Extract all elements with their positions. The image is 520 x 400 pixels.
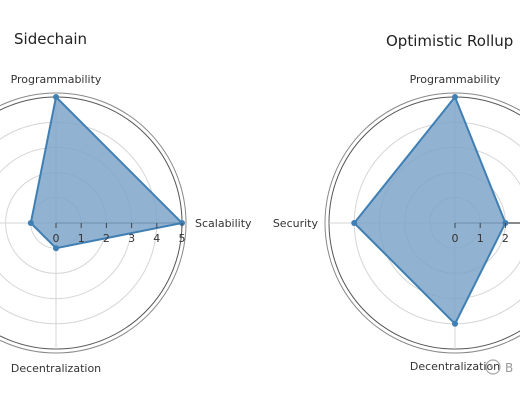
axis-label-decentralization: Decentralization — [410, 360, 500, 373]
watermark-text: B — [505, 361, 513, 375]
radial-tick-label: 4 — [153, 232, 160, 245]
data-point-programmability — [53, 94, 59, 100]
radial-tick-label: 1 — [477, 232, 484, 245]
radar-polygon-layer — [351, 94, 509, 327]
radial-tick-label: 1 — [78, 232, 85, 245]
radial-tick-label: 0 — [53, 232, 60, 245]
chart-title: Sidechain — [14, 30, 87, 48]
radial-tick-label: 2 — [103, 232, 110, 245]
radial-tick-label: 2 — [502, 232, 509, 245]
radar-chart-optimistic-rollup: Optimistic Rollup 0 1 2 Programmability Se… — [273, 32, 520, 373]
watermark-icon — [485, 359, 501, 375]
radar-chart-sidechain: Sidechain 0 1 2 3 4 5 Programmability Scalabi… — [0, 30, 252, 375]
series-polygon — [352, 95, 507, 326]
chart-title: Optimistic Rollup — [386, 32, 513, 50]
data-point-decentralization — [452, 320, 458, 327]
axis-label-security: Security — [273, 217, 319, 230]
watermark-icon-dot — [489, 364, 493, 368]
data-point-decentralization — [53, 245, 59, 252]
data-point-programmability — [452, 94, 458, 100]
axis-label-programmability: Programmability — [410, 73, 501, 86]
axis-label-programmability: Programmability — [11, 73, 102, 86]
radar-polygon-layer — [27, 94, 185, 252]
axis-label-scalability: Scalability — [195, 217, 252, 230]
radial-tick-label: 0 — [452, 232, 459, 245]
radial-tick-label: 3 — [128, 232, 135, 245]
data-point-security — [27, 220, 34, 226]
outer-ring — [324, 92, 520, 354]
data-point-security — [351, 220, 358, 226]
watermark: B — [485, 359, 513, 375]
radial-tick-labels: 0 1 2 — [452, 223, 509, 245]
outer-ring — [0, 92, 187, 354]
radial-tick-label: 5 — [179, 232, 186, 245]
radial-tick-labels: 0 1 2 3 4 5 — [53, 223, 186, 245]
axis-label-decentralization: Decentralization — [11, 362, 101, 375]
